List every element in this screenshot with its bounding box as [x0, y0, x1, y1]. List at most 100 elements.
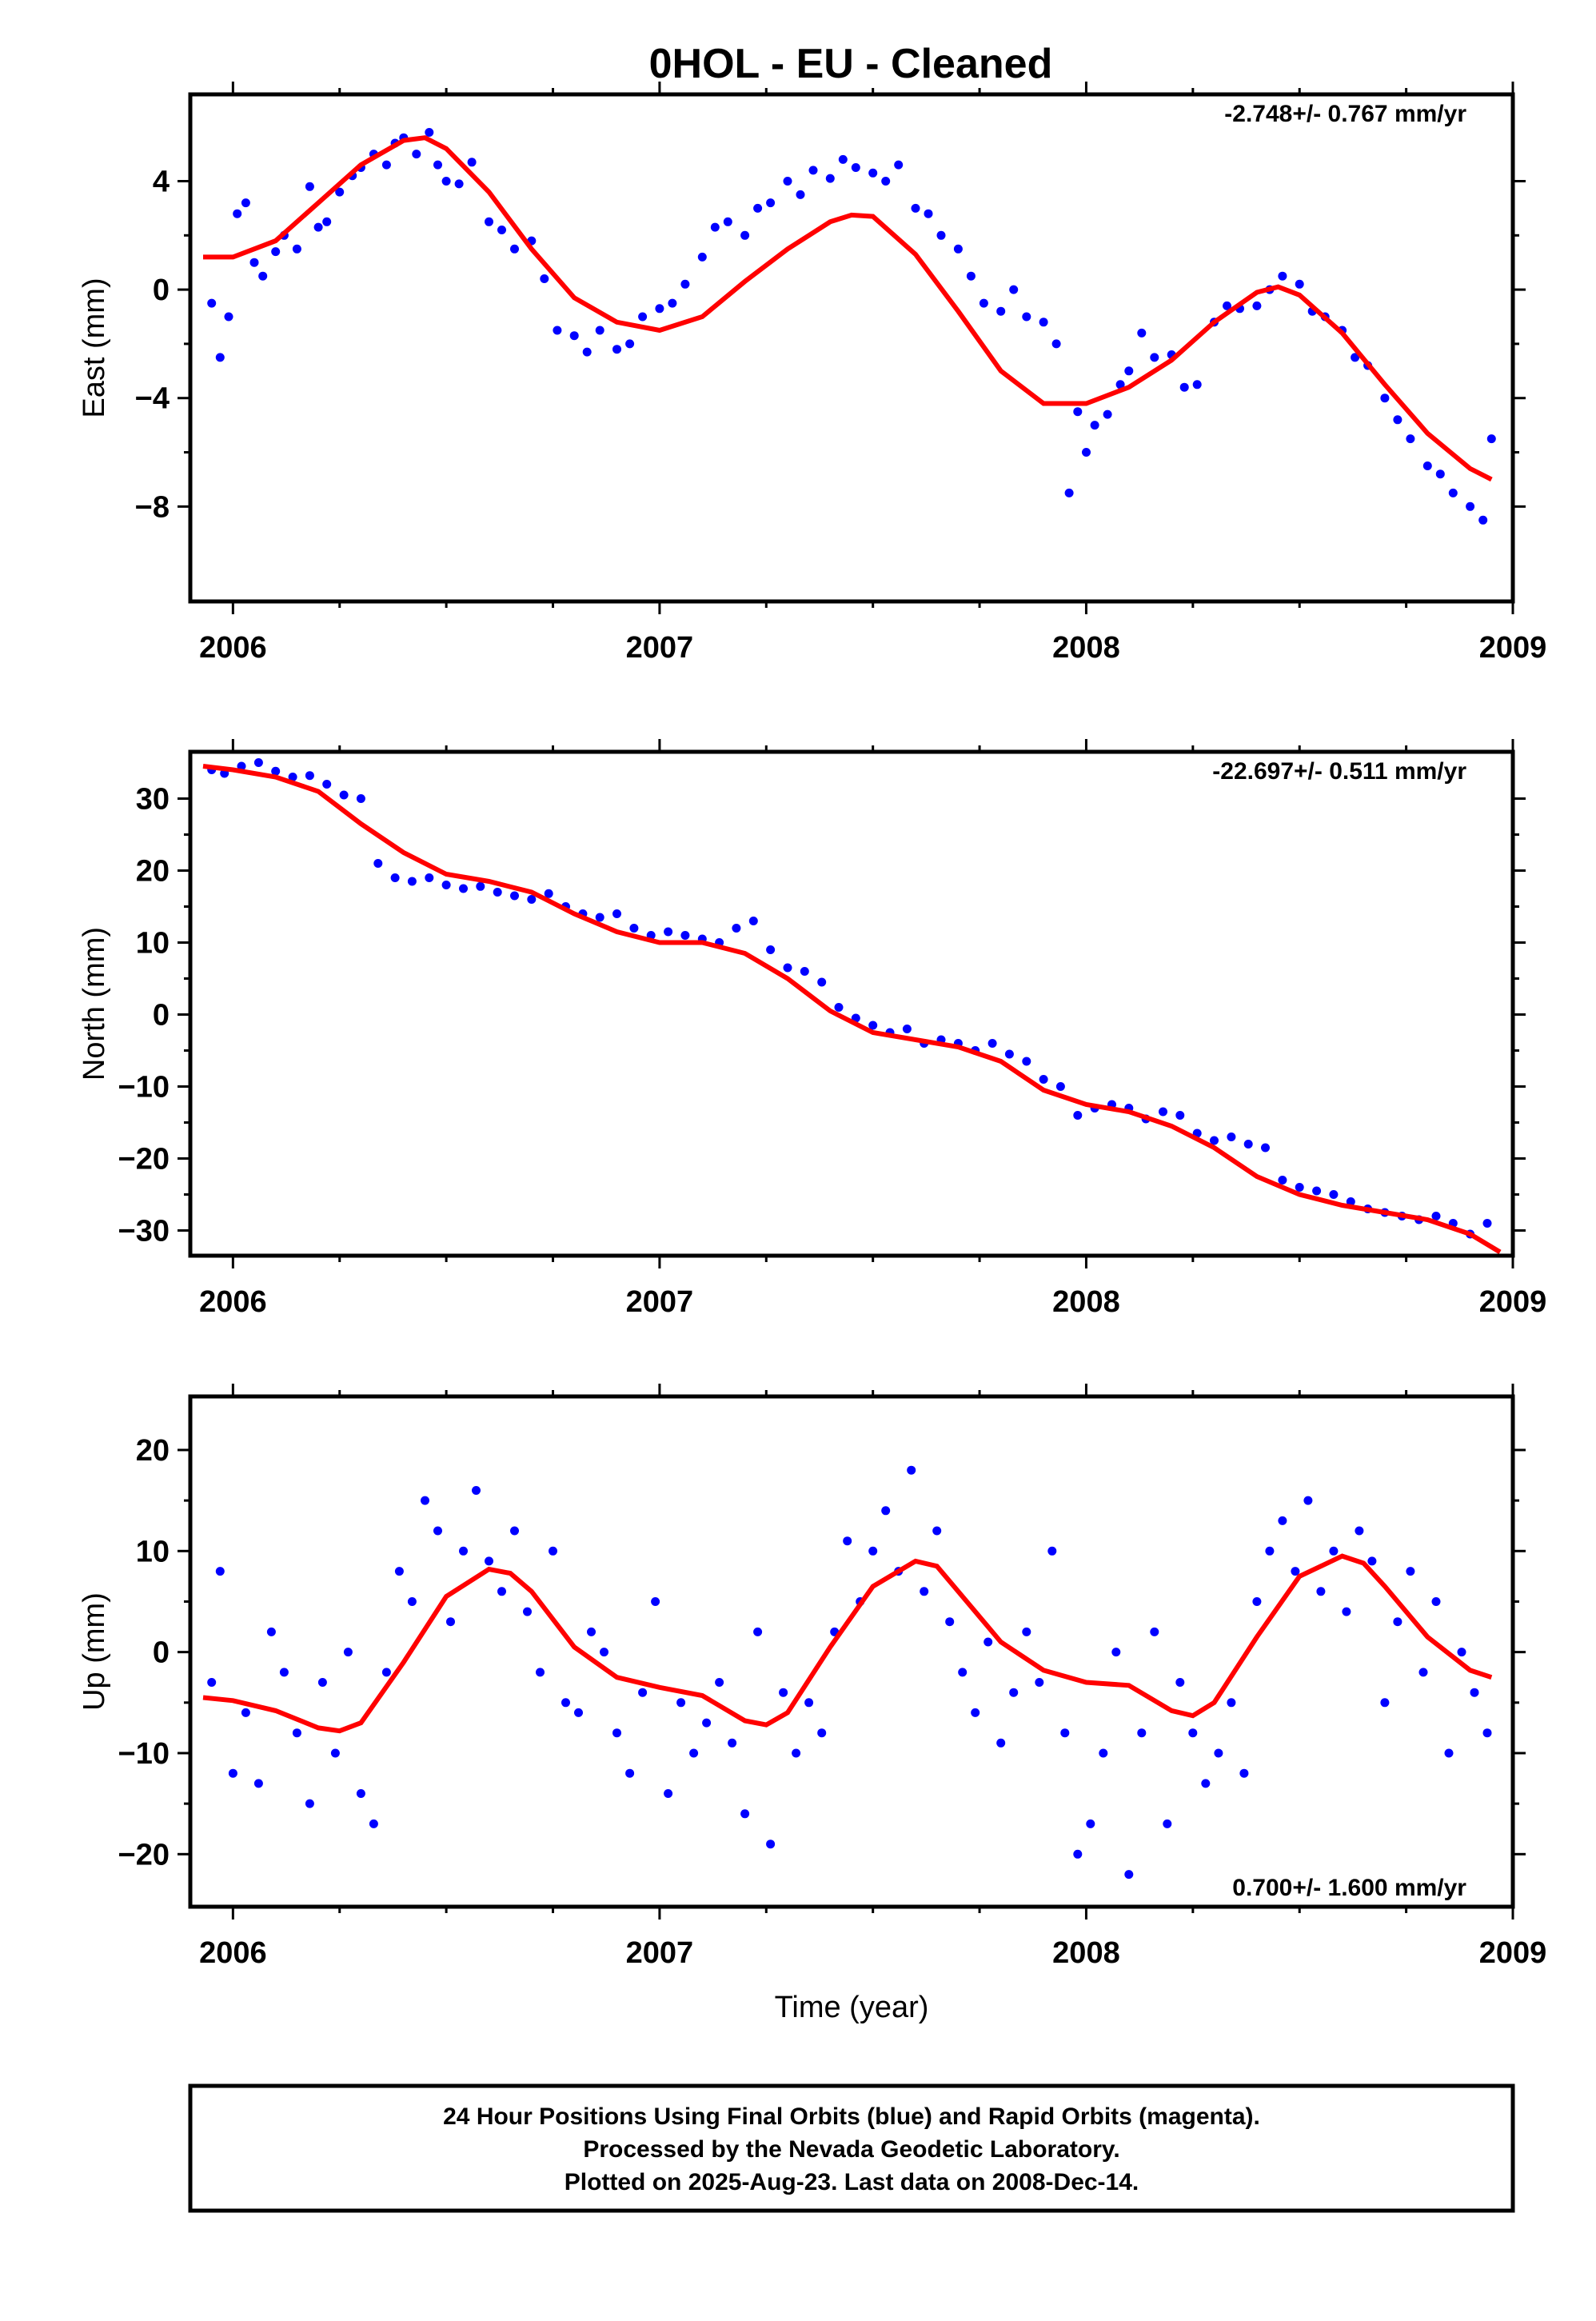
up-point	[549, 1546, 557, 1556]
east-point	[1039, 318, 1048, 327]
up-point	[638, 1688, 648, 1697]
north-point	[544, 889, 553, 898]
north-y-tick-label: 30	[136, 783, 170, 817]
up-point	[356, 1789, 365, 1798]
north-point	[253, 758, 263, 767]
up-point	[753, 1627, 763, 1636]
up-point	[625, 1768, 635, 1778]
north-point	[510, 891, 519, 901]
east-point	[1448, 488, 1458, 497]
north-y-tick-label: 10	[136, 927, 170, 961]
east-point	[1051, 339, 1061, 349]
east-point	[1252, 301, 1262, 310]
up-point	[241, 1708, 250, 1717]
up-point	[612, 1728, 621, 1738]
up-point	[1380, 1698, 1390, 1708]
east-point	[924, 209, 933, 218]
east-point	[595, 326, 604, 335]
up-point	[920, 1587, 929, 1596]
north-point	[1004, 1049, 1014, 1059]
footer-box: 24 Hour Positions Using Final Orbits (bl…	[188, 2083, 1515, 2213]
north-point	[766, 945, 776, 954]
east-point	[868, 168, 878, 178]
up-point	[958, 1668, 968, 1677]
east-point	[979, 298, 988, 308]
east-point	[638, 312, 648, 322]
up-points	[207, 1465, 1492, 1880]
up-point	[1239, 1768, 1249, 1778]
east-rate-label: -2.748+/- 0.767 mm/yr	[1224, 101, 1466, 127]
east-point	[1351, 353, 1360, 362]
up-x-tick-label: 2006	[199, 1936, 267, 1970]
up-point	[1355, 1526, 1364, 1536]
up-point	[766, 1840, 776, 1849]
up-point	[1418, 1668, 1428, 1677]
north-point	[868, 1021, 878, 1030]
north-x-tick-label: 2006	[199, 1285, 267, 1319]
up-point	[510, 1526, 519, 1536]
east-point	[740, 230, 750, 240]
east-point	[292, 244, 301, 254]
east-point	[313, 222, 323, 232]
east-point	[723, 217, 732, 226]
north-point	[1329, 1190, 1339, 1199]
up-point	[779, 1688, 788, 1697]
up-point	[1047, 1546, 1057, 1556]
up-y-axis-label: Up (mm)	[78, 1592, 111, 1711]
east-point	[335, 187, 345, 197]
east-point	[510, 244, 519, 254]
north-point	[748, 917, 758, 925]
up-point	[1124, 1870, 1134, 1880]
up-point	[279, 1668, 289, 1677]
east-point	[996, 306, 1006, 316]
north-point	[1346, 1197, 1355, 1206]
up-point	[1342, 1607, 1351, 1616]
east-point	[467, 158, 477, 167]
east-y-axis-label: East (mm)	[78, 278, 111, 417]
north-point	[271, 766, 281, 776]
east-y-tick-label: −8	[135, 490, 170, 524]
north-point	[476, 881, 485, 891]
north-point	[441, 881, 451, 889]
north-point	[305, 771, 314, 781]
up-point	[1099, 1748, 1108, 1758]
east-point	[838, 154, 848, 164]
east-y-tick-label: 4	[153, 165, 170, 198]
up-point	[1431, 1597, 1441, 1606]
north-point	[783, 963, 792, 973]
north-point	[1055, 1082, 1065, 1091]
north-y-tick-label: −30	[118, 1215, 170, 1248]
north-point	[612, 909, 621, 918]
up-point	[1265, 1546, 1275, 1556]
east-point	[668, 298, 677, 308]
up-point	[1137, 1728, 1147, 1738]
east-point	[953, 244, 963, 254]
north-point	[732, 924, 741, 933]
up-point	[561, 1698, 570, 1708]
up-point	[740, 1809, 750, 1819]
up-x-axis-label: Time (year)	[775, 1991, 929, 2024]
up-point	[817, 1728, 827, 1738]
north-point	[1278, 1176, 1287, 1184]
up-point	[1009, 1688, 1019, 1697]
east-point	[753, 203, 763, 213]
east-y-tick-label: −4	[135, 382, 170, 416]
up-frame	[188, 1394, 1515, 1909]
north-point	[373, 859, 383, 868]
east-point	[966, 271, 976, 281]
east-point	[1009, 285, 1019, 294]
footer-line-2: Processed by the Nevada Geodetic Laborat…	[583, 2136, 1119, 2163]
north-y-tick-label: −20	[118, 1143, 170, 1176]
east-point	[433, 160, 442, 170]
up-point	[266, 1627, 276, 1636]
east-point	[497, 226, 506, 234]
up-point	[523, 1607, 532, 1616]
north-point	[493, 888, 502, 897]
up-point	[868, 1546, 878, 1556]
footer-line-1: 24 Hour Positions Using Final Orbits (bl…	[443, 2103, 1260, 2130]
up-point	[228, 1768, 237, 1778]
east-point	[1486, 434, 1496, 444]
up-point	[1252, 1597, 1262, 1606]
east-point	[485, 217, 493, 226]
